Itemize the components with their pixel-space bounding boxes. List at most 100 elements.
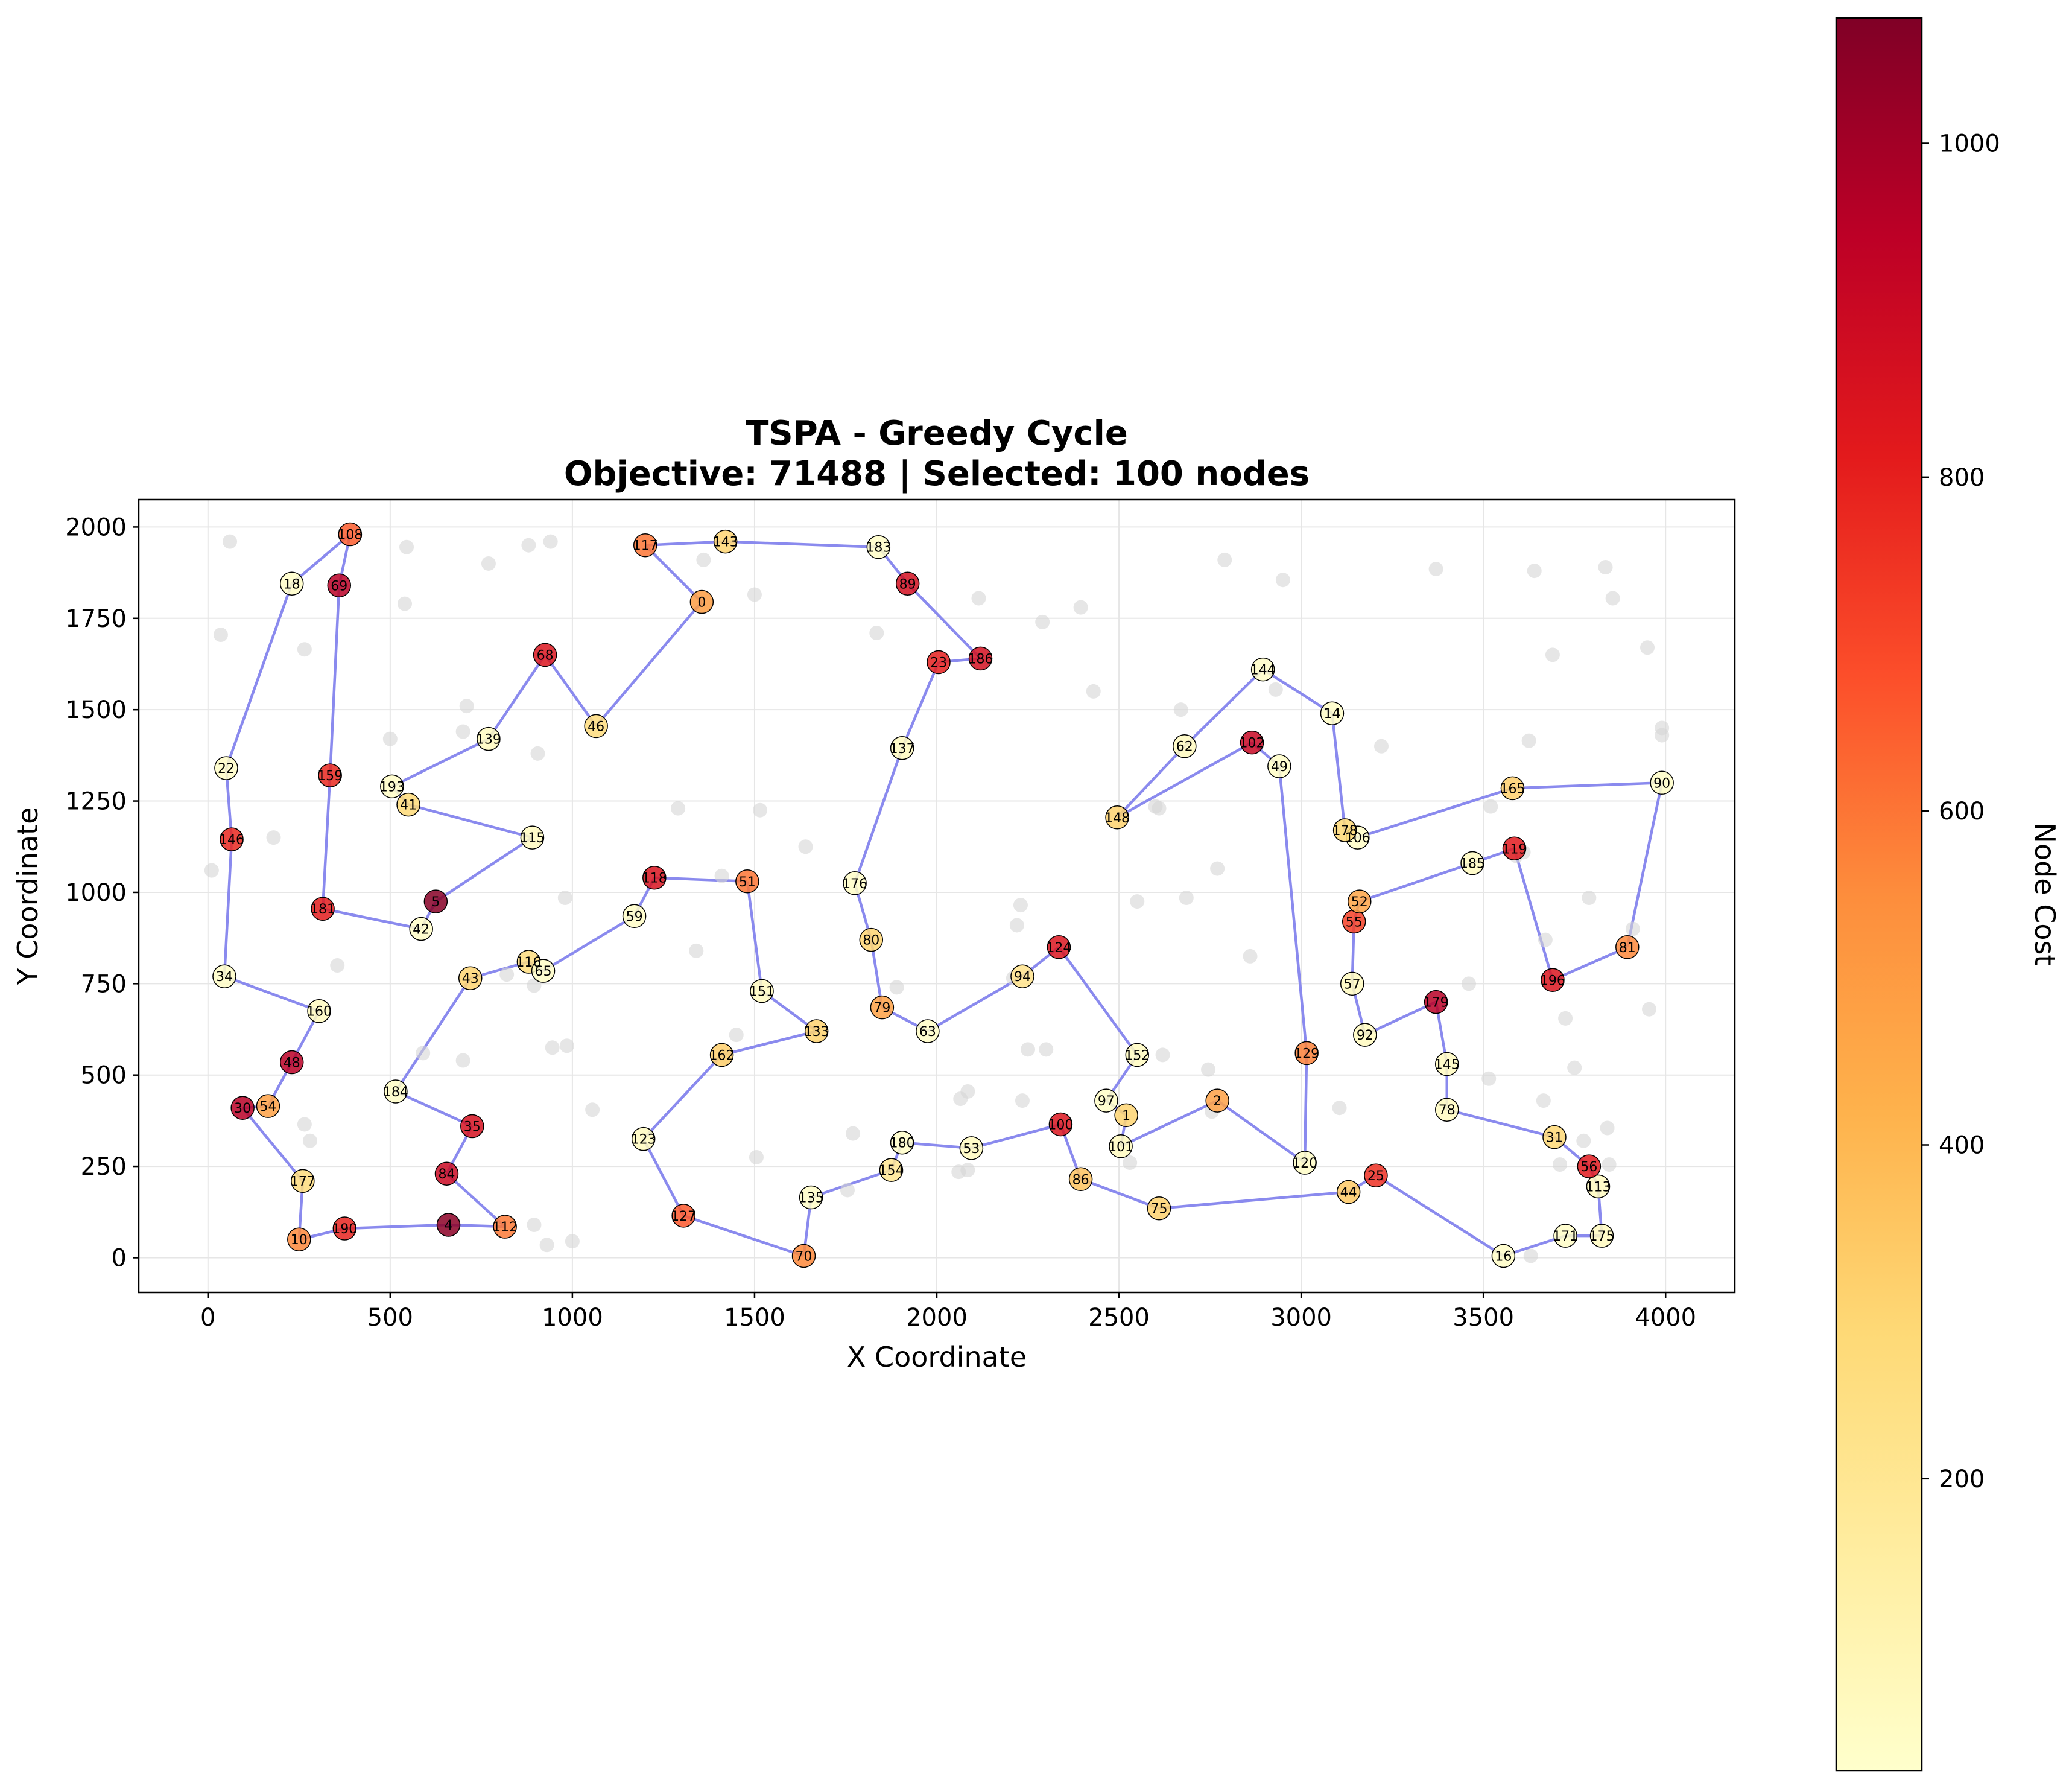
route-edge	[394, 977, 472, 1093]
route-edge	[1375, 1174, 1504, 1257]
node-label-0: 0	[697, 596, 706, 611]
route-edge	[721, 1029, 817, 1056]
unselected-node	[399, 539, 414, 554]
node-4	[436, 1213, 461, 1237]
node-181	[311, 897, 335, 921]
node-label-148: 148	[1104, 811, 1130, 826]
route-edge	[654, 876, 747, 883]
unselected-node	[1462, 976, 1476, 991]
node-label-186: 186	[968, 652, 993, 667]
unselected-node	[1243, 948, 1258, 964]
route-edge	[408, 803, 533, 839]
route-edge	[1120, 1099, 1218, 1148]
node-63	[916, 1019, 940, 1043]
node-135	[799, 1185, 823, 1210]
node-label-179: 179	[1424, 996, 1449, 1011]
node-176	[843, 871, 867, 895]
colorbar-tick-label: 200	[1939, 1466, 1985, 1493]
x-tick-label: 3000	[1270, 1304, 1332, 1332]
route-edge	[1513, 848, 1554, 980]
node-49	[1267, 754, 1291, 778]
node-label-78: 78	[1439, 1103, 1456, 1118]
node-120	[1293, 1151, 1317, 1175]
route-edge	[391, 737, 489, 788]
unselected-node	[416, 1046, 431, 1061]
colorbar-tick-label: 400	[1939, 1132, 1985, 1160]
node-label-127: 127	[671, 1209, 696, 1224]
node-123	[631, 1126, 656, 1151]
node-22	[214, 756, 238, 780]
unselected-node	[1625, 921, 1640, 936]
node-label-117: 117	[633, 539, 658, 554]
node-label-181: 181	[310, 902, 335, 917]
route-edge	[224, 975, 320, 1012]
route-edge	[1216, 1099, 1306, 1164]
unselected-node	[1201, 1062, 1216, 1077]
node-0	[689, 589, 714, 614]
route-edge	[487, 654, 547, 740]
y-tick-label: 0	[112, 1244, 127, 1272]
y-axis-label: Y Coordinate	[11, 807, 44, 986]
x-tick-label: 500	[367, 1304, 413, 1332]
node-41	[396, 792, 420, 817]
unselected-node	[481, 556, 496, 571]
unselected-node	[1013, 898, 1028, 913]
node-92	[1353, 1023, 1377, 1047]
node-label-53: 53	[963, 1142, 980, 1157]
node-label-135: 135	[799, 1191, 824, 1206]
y-tick-label: 2000	[65, 513, 127, 541]
node-label-124: 124	[1046, 941, 1071, 956]
node-label-18: 18	[284, 577, 300, 592]
node-label-5: 5	[431, 895, 440, 910]
unselected-node	[747, 587, 762, 602]
node-44	[1336, 1180, 1361, 1204]
node-179	[1424, 990, 1448, 1014]
node-label-79: 79	[873, 1001, 890, 1016]
x-axis-label: X Coordinate	[847, 1341, 1027, 1373]
node-56	[1577, 1154, 1602, 1178]
unselected-node	[557, 891, 572, 906]
route-edge	[223, 839, 233, 977]
x-tick-label: 2500	[1088, 1304, 1150, 1332]
unselected-node	[971, 591, 986, 606]
route-edge	[1512, 781, 1662, 790]
route-edge	[1364, 1000, 1437, 1037]
node-42	[409, 917, 433, 941]
unselected-node	[1481, 1071, 1497, 1086]
route-edge	[328, 585, 341, 776]
unselected-node	[213, 628, 228, 643]
node-label-44: 44	[1340, 1185, 1357, 1200]
route-edge	[1262, 668, 1333, 715]
node-117	[633, 533, 657, 558]
unselected-node	[1582, 891, 1597, 906]
node-label-175: 175	[1589, 1229, 1615, 1244]
unselected-node	[1039, 1042, 1054, 1057]
node-43	[458, 966, 483, 990]
node-78	[1435, 1098, 1459, 1122]
node-label-52: 52	[1351, 895, 1368, 910]
unselected-node	[559, 1038, 574, 1053]
unselected-node	[565, 1234, 580, 1249]
route-edge	[1159, 1190, 1349, 1210]
node-label-133: 133	[804, 1025, 829, 1040]
unselected-node	[869, 626, 884, 641]
node-30	[230, 1096, 255, 1120]
node-34	[212, 964, 236, 988]
node-180	[890, 1130, 914, 1155]
node-152	[1125, 1043, 1150, 1067]
node-25	[1364, 1163, 1388, 1187]
route-edge	[1057, 946, 1139, 1056]
node-label-84: 84	[438, 1167, 455, 1182]
node-label-59: 59	[626, 909, 643, 924]
unselected-node	[1332, 1101, 1347, 1116]
y-tick-label: 1250	[65, 788, 127, 816]
node-label-180: 180	[890, 1136, 915, 1151]
route-edge	[810, 1169, 892, 1199]
node-101	[1109, 1134, 1133, 1158]
colorbar-label: Node Cost	[2029, 823, 2061, 966]
route-edge	[394, 1090, 473, 1128]
unselected-node	[1009, 918, 1024, 933]
unselected-node	[1523, 1248, 1538, 1263]
unselected-node	[1655, 728, 1670, 743]
